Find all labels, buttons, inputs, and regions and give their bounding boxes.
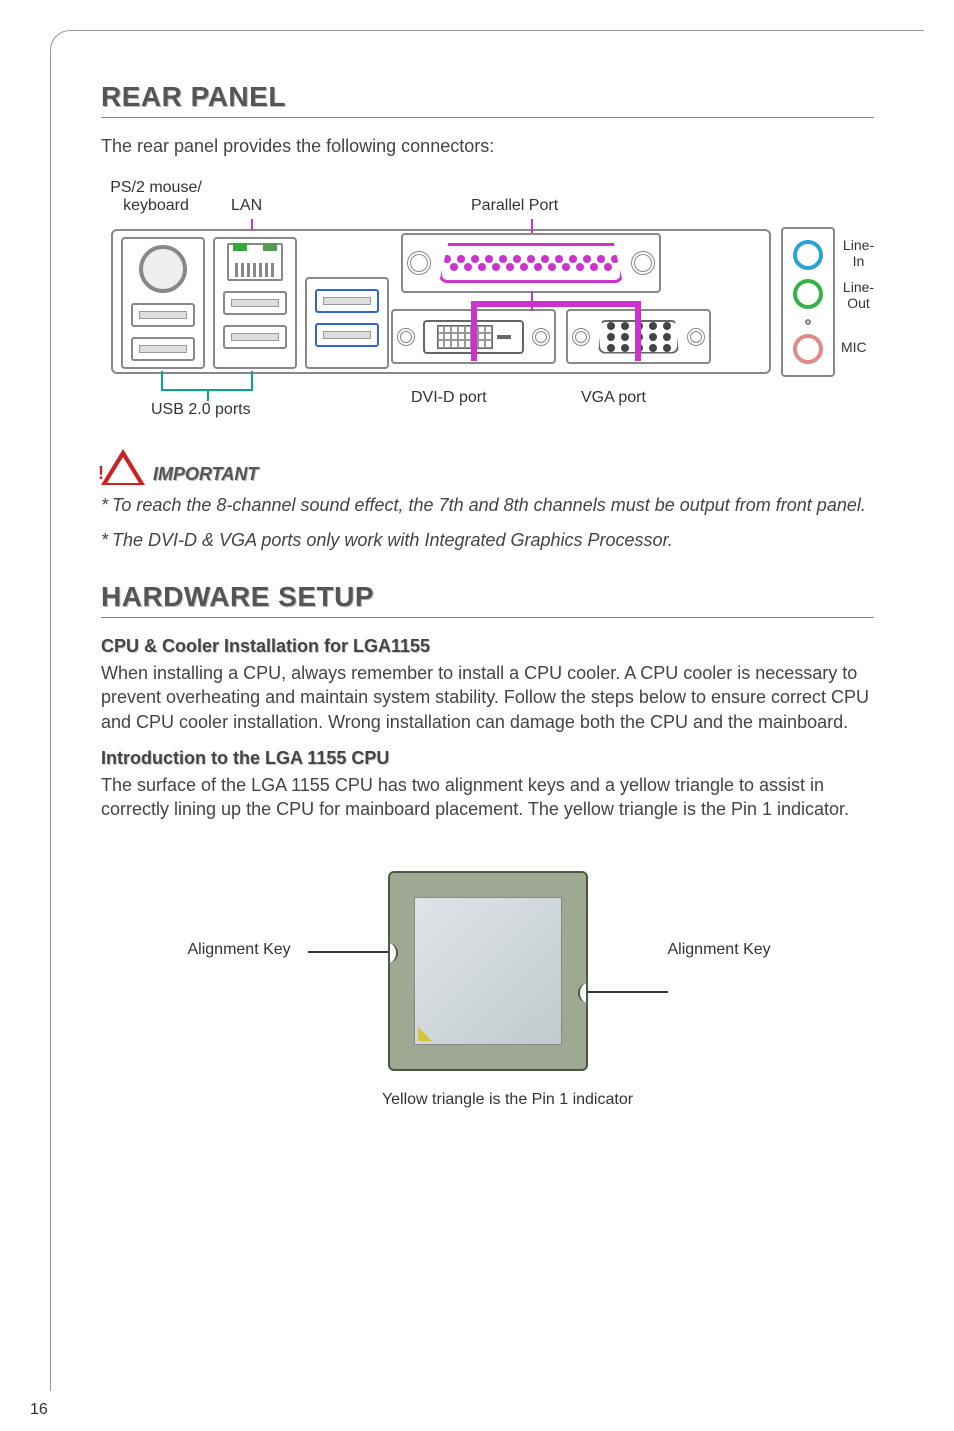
important-label: IMPORTANT (153, 464, 258, 485)
usb2-port-icon (131, 303, 195, 327)
cpu-diagram: Alignment Key Alignment Key Yellow trian… (188, 851, 788, 1131)
page-number: 16 (30, 1401, 48, 1419)
label-mic: MIC (841, 339, 867, 355)
callout-line (471, 301, 477, 361)
screw-icon (407, 251, 431, 275)
cpu-cooler-body: When installing a CPU, always remember t… (101, 661, 874, 734)
usb3-port-icon (315, 323, 379, 347)
rear-panel-intro: The rear panel provides the following co… (101, 136, 874, 157)
lga1155-body: The surface of the LGA 1155 CPU has two … (101, 773, 874, 822)
parallel-port-icon (401, 233, 661, 293)
important-header: ! IMPORTANT (101, 449, 874, 485)
label-line-out: Line-Out (841, 279, 876, 311)
pinhole-icon (805, 319, 811, 325)
callout-line (531, 219, 533, 233)
label-pin1: Yellow triangle is the Pin 1 indicator (328, 1091, 688, 1109)
callout-line (161, 371, 163, 389)
callout-line (207, 389, 209, 401)
label-lan: LAN (231, 197, 262, 215)
cpu-cooler-subheading: CPU & Cooler Installation for LGA1155 (101, 636, 874, 657)
hardware-setup-heading: HARDWARE SETUP (101, 581, 874, 618)
important-note-1: *To reach the 8-channel sound effect, th… (101, 495, 874, 516)
important-block: ! IMPORTANT *To reach the 8-channel soun… (101, 449, 874, 551)
leader-line (308, 951, 388, 953)
screw-icon (572, 328, 590, 346)
important-note-2: *The DVI-D & VGA ports only work with In… (101, 530, 874, 551)
ps2-port-icon (139, 245, 187, 293)
usb2-port-icon (131, 337, 195, 361)
screw-icon (631, 251, 655, 275)
label-vga: VGA port (581, 389, 646, 407)
port-col-lan (213, 237, 297, 369)
screw-icon (687, 328, 705, 346)
label-usb2: USB 2.0 ports (151, 401, 251, 419)
label-ps2: PS/2 mouse/ keyboard (101, 179, 211, 215)
cpu-body-icon (388, 871, 588, 1071)
parallel-connector-icon (439, 243, 623, 283)
screw-icon (397, 328, 415, 346)
audio-jack-column (781, 227, 835, 377)
line-out-jack-icon (793, 279, 823, 309)
port-col-ps2 (121, 237, 205, 369)
usb3-port-icon (315, 289, 379, 313)
screw-icon (532, 328, 550, 346)
lan-port-icon (227, 243, 283, 281)
usb2-port-icon (223, 291, 287, 315)
label-line-in: Line-In (841, 237, 876, 269)
label-dvi: DVI-D port (411, 389, 487, 407)
label-parallel: Parallel Port (471, 197, 558, 215)
page-frame: REAR PANEL The rear panel provides the f… (50, 30, 924, 1391)
callout-line (251, 219, 253, 231)
usb2-port-icon (223, 325, 287, 349)
cpu-notch-left-icon (388, 943, 398, 963)
port-col-usb3 (305, 277, 389, 369)
label-align-left: Alignment Key (188, 941, 291, 959)
label-align-right: Alignment Key (668, 941, 771, 959)
line-in-jack-icon (793, 240, 823, 270)
pin1-triangle-icon (418, 1027, 432, 1041)
rear-panel-diagram: PS/2 mouse/ keyboard LAN Parallel Port U… (101, 179, 876, 409)
cpu-notch-right-icon (578, 983, 588, 1003)
rear-panel-heading: REAR PANEL (101, 81, 874, 118)
note-text: To reach the 8-channel sound effect, the… (112, 495, 866, 516)
note-text: The DVI-D & VGA ports only work with Int… (112, 530, 673, 551)
callout-line (471, 301, 641, 307)
cpu-ihs-icon (414, 897, 562, 1045)
callout-line (635, 301, 641, 361)
leader-line (588, 991, 668, 993)
callout-line (251, 371, 253, 389)
warning-triangle-icon: ! (101, 449, 145, 485)
mic-jack-icon (793, 334, 823, 364)
lga1155-subheading: Introduction to the LGA 1155 CPU (101, 748, 874, 769)
